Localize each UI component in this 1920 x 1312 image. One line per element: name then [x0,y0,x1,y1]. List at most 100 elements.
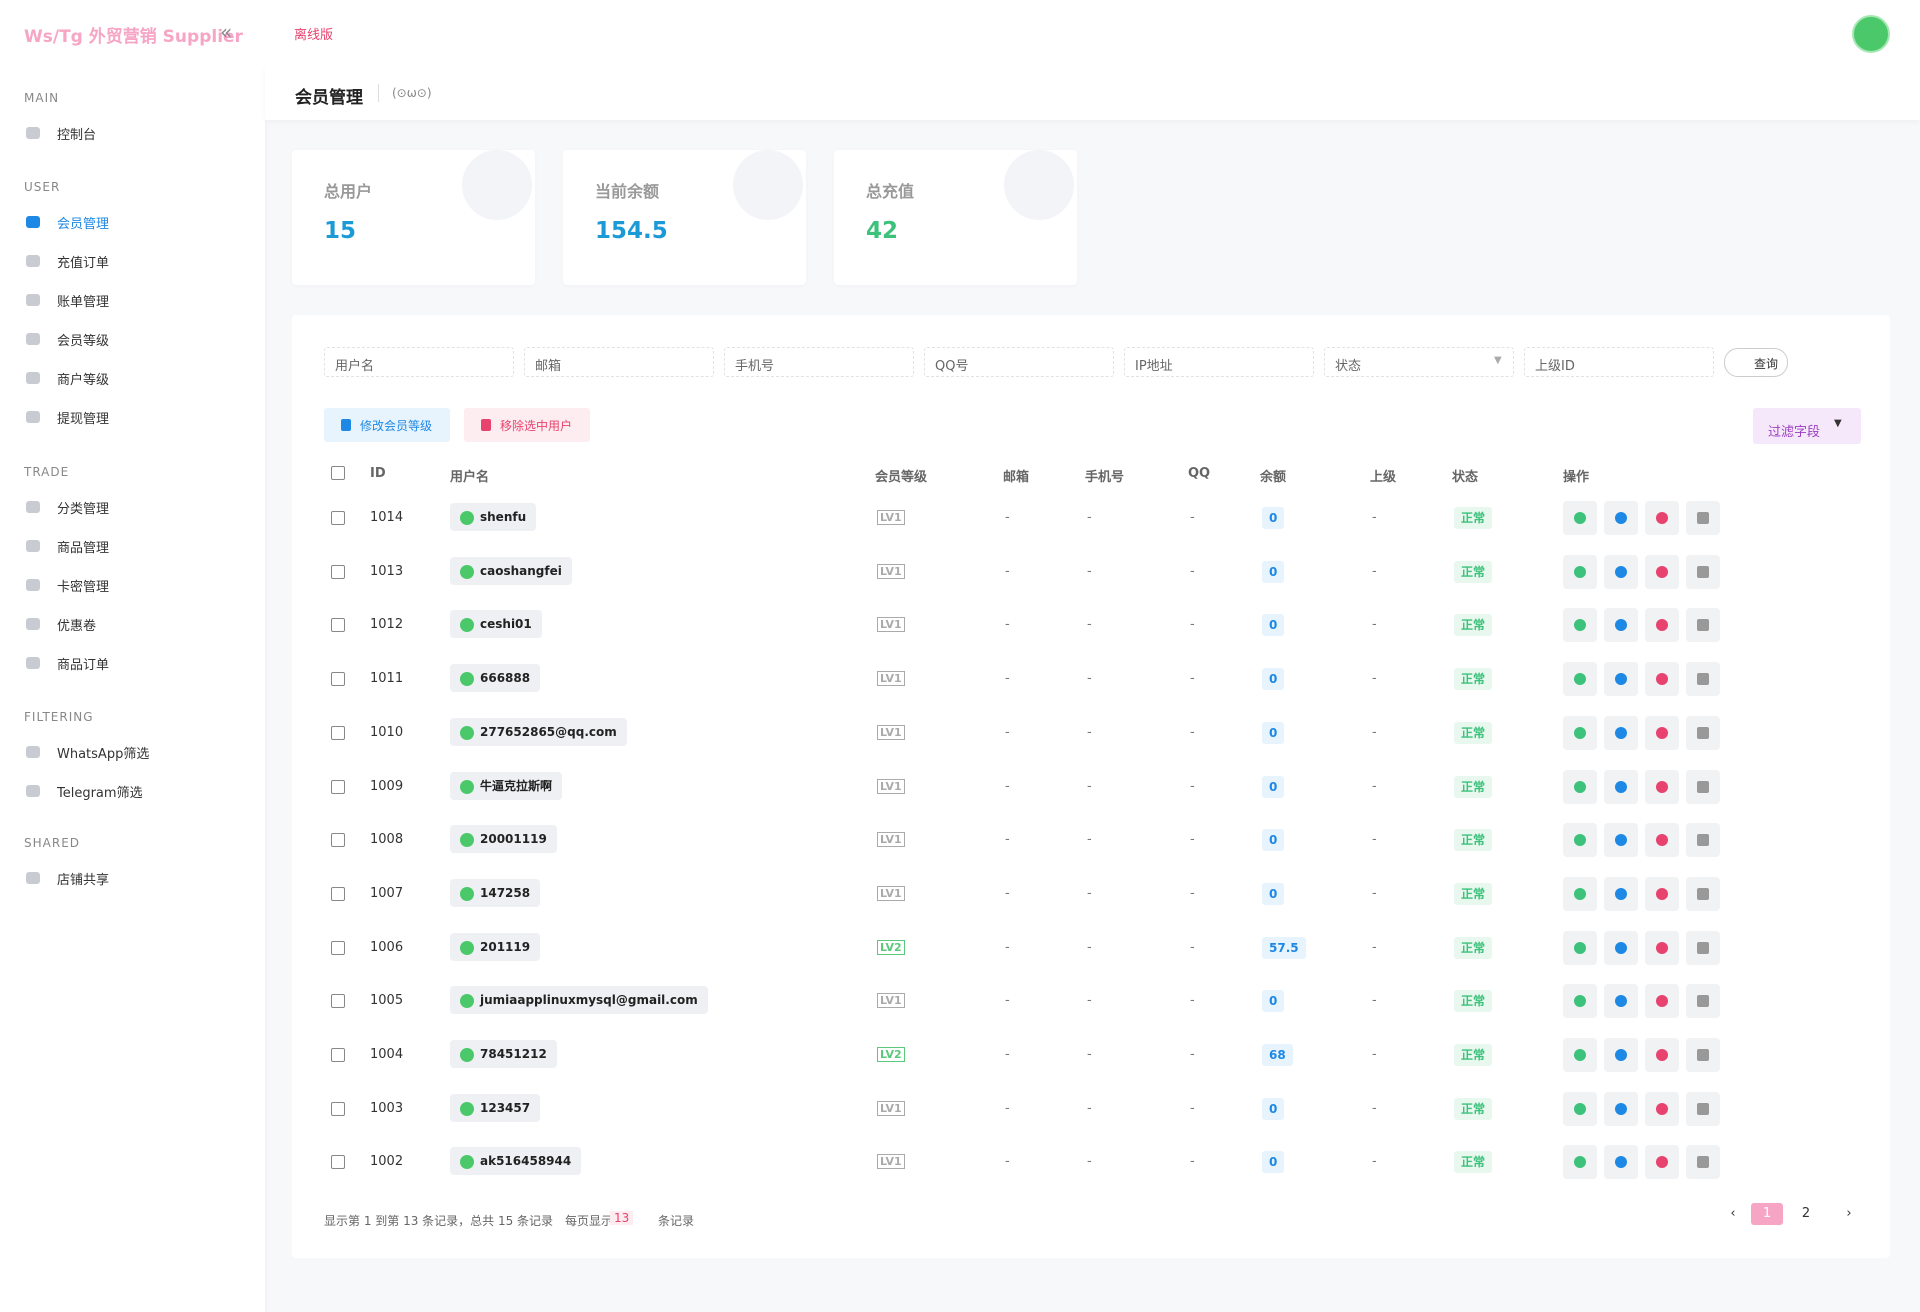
cell-text: - [1087,1100,1092,1116]
status-badge: 正常 [1454,507,1493,529]
row-checkbox[interactable] [331,1048,345,1062]
column-header: 会员等级 [875,470,928,485]
cell-text: - [1005,885,1010,901]
nav-item[interactable]: 优惠卷 [57,619,97,634]
level-badge: LV1 [877,993,905,1009]
row-action-icon [1615,512,1627,524]
row-action-icon [1656,1102,1668,1115]
nav-item[interactable]: 会员等级 [57,334,110,349]
balance-badge: 0 [1262,990,1285,1013]
row-checkbox[interactable] [331,1155,345,1170]
row-checkbox[interactable] [331,618,345,633]
page-button[interactable]: 2 [1801,1206,1811,1221]
status-badge: 正常 [1454,1097,1493,1120]
cell-id: 1005 [370,993,404,1009]
whatsapp-icon [460,833,474,848]
cell-text: - [1190,832,1195,848]
nav-item[interactable]: 商品管理 [57,541,110,556]
whatsapp-icon [460,672,474,687]
nav-item[interactable]: 商品订单 [57,658,110,673]
filter-input[interactable] [324,347,514,377]
balance-badge: 0 [1262,1151,1285,1174]
row-action-icon [1656,887,1668,900]
status-badge: 正常 [1454,1044,1493,1066]
nav-item[interactable]: 账单管理 [57,295,110,310]
title-bar [265,65,1920,120]
nav-item[interactable]: 提现管理 [57,412,110,427]
collapse-button[interactable]: « [220,20,233,44]
cell-text: - [1190,724,1195,740]
row-action-icon [1697,619,1709,632]
nav-section-title: MAIN [24,91,60,105]
cell-text: - [1005,993,1010,1009]
cell-id: 1007 [370,885,404,901]
filter-placeholder: QQ号 [935,359,969,374]
cell-text: - [1190,1154,1195,1170]
whatsapp-icon [460,886,474,901]
row-action-icon [1656,673,1668,686]
nav-item[interactable]: 充值订单 [57,256,110,271]
balance-badge: 0 [1262,1097,1285,1120]
page-button[interactable]: › [1846,1206,1852,1221]
nav-icon [26,333,40,345]
query-label: 查询 [1754,357,1779,371]
filter-input[interactable] [924,347,1114,377]
avatar[interactable] [1852,15,1890,53]
column-header: 用户名 [450,470,490,485]
filter-input[interactable] [1324,347,1514,377]
filter-input[interactable] [1124,347,1314,377]
filter-placeholder: IP地址 [1135,359,1173,374]
row-action-icon [1656,726,1668,739]
row-action-icon [1615,834,1627,847]
per-page-select[interactable]: 13 [610,1211,634,1225]
nav-item[interactable]: 控制台 [57,128,97,143]
cell-text: - [1372,563,1377,579]
page-button[interactable]: 1 [1751,1203,1783,1225]
filter-input[interactable] [524,347,714,377]
status-badge: 正常 [1454,990,1493,1013]
row-checkbox[interactable] [331,725,345,740]
row-action-icon [1697,1156,1709,1169]
row-action-icon [1615,1102,1627,1115]
row-checkbox[interactable] [331,511,345,525]
level-badge: LV1 [877,1100,905,1116]
row-action-icon [1615,1049,1627,1061]
nav-item[interactable]: Telegram筛选 [57,786,143,801]
row-action-icon [1697,941,1709,954]
nav-item[interactable]: 店铺共享 [57,873,110,888]
row-checkbox[interactable] [331,564,345,579]
stat-label: 总用户 [324,182,373,201]
nav-item[interactable]: 分类管理 [57,502,110,517]
filter-fields-button[interactable] [1753,408,1861,444]
row-checkbox[interactable] [331,672,345,687]
cell-text: - [1372,671,1377,687]
row-checkbox[interactable] [331,994,345,1009]
cell-id: 1006 [370,939,404,955]
balance-badge: 0 [1262,721,1285,744]
filter-input[interactable] [724,347,914,377]
row-checkbox[interactable] [331,779,345,794]
nav-item[interactable]: WhatsApp筛选 [57,747,150,762]
username-chip: jumiaapplinuxmysql@gmail.com [450,986,708,1015]
column-header: 状态 [1452,470,1479,485]
cell-id: 1002 [370,1154,404,1170]
nav-item[interactable]: 会员管理 [57,217,110,232]
filter-input[interactable] [1524,347,1714,377]
level-badge: LV1 [877,563,905,579]
row-checkbox[interactable] [331,886,345,901]
cell-text: - [1087,885,1092,901]
footer-per-page-suffix: 条记录 [658,1214,695,1228]
level-badge: LV1 [877,510,905,525]
row-checkbox[interactable] [331,833,345,848]
row-checkbox[interactable] [331,940,345,955]
page-title: 会员管理 [295,88,363,108]
checkbox[interactable] [331,466,345,480]
nav-item[interactable]: 商户等级 [57,373,110,388]
level-badge: LV1 [877,1154,905,1170]
sidebar [0,0,265,1312]
row-checkbox[interactable] [331,1101,345,1116]
query-button[interactable] [1724,348,1788,377]
page-button[interactable]: ‹ [1730,1206,1736,1221]
nav-item[interactable]: 卡密管理 [57,580,110,595]
action-label: 移除选中用户 [500,419,573,433]
